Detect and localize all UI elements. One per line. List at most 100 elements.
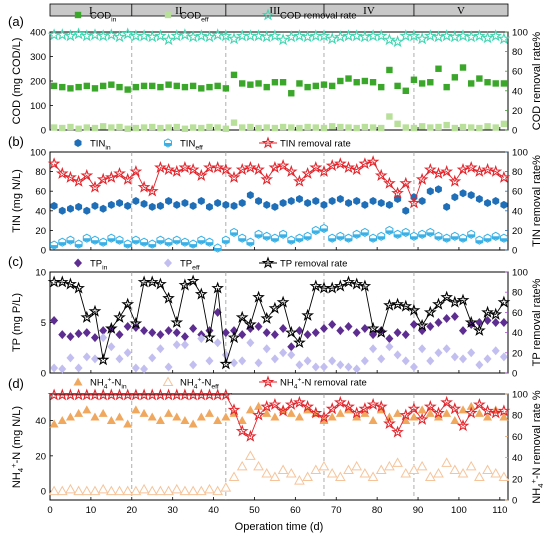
data-point: [361, 77, 369, 85]
phase-label: I: [89, 5, 93, 17]
data-point: [483, 315, 492, 325]
data-point: [448, 174, 462, 187]
data-point: [203, 388, 216, 401]
data-point: [303, 231, 312, 241]
data-point: [287, 235, 296, 245]
data-point: [497, 170, 511, 183]
panel-letter: (c): [8, 254, 23, 269]
data-point: [121, 172, 135, 185]
data-point: [497, 32, 511, 45]
data-point: [196, 412, 206, 421]
y2-tick-label: 80: [512, 288, 523, 299]
series-1: [50, 223, 508, 253]
data-point: [391, 297, 404, 310]
data-point: [149, 82, 156, 90]
data-point: [384, 460, 395, 471]
data-point: [369, 124, 377, 131]
data-point: [402, 206, 410, 215]
data-point: [96, 29, 110, 42]
data-point: [227, 170, 241, 183]
data-point: [173, 200, 181, 209]
data-point: [392, 457, 403, 467]
data-point: [271, 124, 279, 132]
data-point: [75, 83, 82, 91]
data-point: [475, 235, 484, 245]
data-point: [309, 279, 323, 292]
data-point: [377, 354, 386, 364]
data-point: [260, 30, 274, 43]
data-point: [409, 412, 419, 421]
data-point: [75, 125, 82, 132]
data-point: [137, 388, 151, 401]
data-point: [288, 90, 295, 97]
data-point: [369, 344, 378, 354]
data-point: [383, 298, 396, 311]
data-point: [65, 483, 76, 494]
data-point: [374, 29, 388, 42]
data-point: [418, 123, 426, 130]
data-point: [415, 172, 429, 185]
data-point: [432, 406, 445, 419]
y2-tick-label: 100: [512, 268, 528, 279]
data-point: [456, 293, 470, 306]
data-point: [442, 233, 451, 243]
legend-marker: [261, 256, 275, 269]
data-point: [164, 362, 173, 372]
data-point: [149, 123, 156, 131]
data-point: [206, 83, 213, 91]
y2-tick-label: 20: [512, 474, 523, 485]
data-point: [124, 201, 132, 210]
data-point: [276, 159, 290, 172]
data-point: [492, 197, 500, 205]
data-point: [352, 364, 361, 374]
data-point: [352, 412, 362, 421]
data-point: [105, 170, 118, 183]
data-point: [178, 28, 192, 41]
data-point: [162, 291, 175, 304]
data-point: [497, 404, 511, 417]
data-point: [96, 388, 110, 401]
data-point: [105, 28, 118, 41]
data-point: [48, 485, 60, 496]
data-point: [449, 464, 461, 474]
data-point: [189, 360, 198, 370]
data-point: [385, 200, 393, 209]
data-point: [116, 83, 123, 91]
data-point: [129, 316, 143, 329]
data-point: [443, 83, 450, 91]
data-point: [489, 29, 503, 42]
data-point: [418, 229, 427, 239]
data-point: [162, 388, 175, 401]
data-point: [484, 199, 491, 207]
data-point: [361, 200, 369, 209]
data-point: [164, 408, 174, 417]
data-point: [189, 201, 197, 210]
y-tick-label: 10: [35, 268, 46, 279]
data-point: [276, 295, 290, 308]
data-point: [155, 485, 166, 496]
data-point: [154, 29, 167, 42]
y2-axis-title: COD removal rate%: [531, 32, 543, 131]
data-point: [368, 416, 378, 424]
data-point: [105, 485, 117, 496]
data-point: [131, 235, 140, 245]
data-point: [171, 483, 183, 494]
data-point: [342, 275, 355, 288]
data-point: [64, 29, 77, 42]
data-point: [435, 185, 442, 194]
data-point: [304, 199, 312, 207]
y-axis-title: TP (mg P/L): [11, 293, 23, 352]
legend-marker: [164, 138, 172, 148]
legend-marker: [74, 258, 82, 268]
legend: TPin TPeff TP removal rate: [74, 256, 347, 272]
data-point: [194, 168, 208, 181]
data-point: [456, 29, 470, 42]
data-point: [481, 31, 494, 44]
data-point: [123, 348, 132, 358]
data-point: [270, 354, 279, 364]
data-point: [472, 323, 486, 336]
data-point: [88, 180, 102, 193]
data-point: [205, 356, 214, 366]
series-2: [47, 27, 511, 48]
data-point: [178, 278, 192, 291]
